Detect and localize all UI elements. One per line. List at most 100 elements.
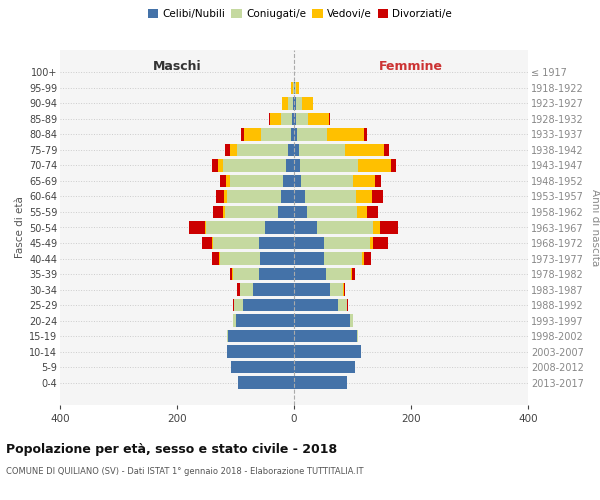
Bar: [281, 190, 294, 203]
Bar: [219, 252, 220, 265]
Bar: [283, 174, 294, 188]
Bar: [294, 252, 325, 265]
Bar: [373, 221, 380, 234]
Bar: [230, 144, 236, 156]
Bar: [375, 174, 380, 188]
Bar: [362, 252, 364, 265]
Bar: [356, 206, 367, 218]
Bar: [233, 314, 235, 327]
Bar: [282, 97, 288, 110]
Bar: [383, 144, 389, 156]
Bar: [226, 174, 230, 188]
Bar: [259, 268, 294, 280]
Bar: [294, 283, 330, 296]
Bar: [294, 330, 357, 342]
Bar: [294, 345, 361, 358]
Bar: [224, 190, 227, 203]
Bar: [206, 221, 265, 234]
Bar: [391, 159, 397, 172]
Bar: [373, 236, 388, 250]
Bar: [328, 128, 364, 141]
Bar: [307, 206, 356, 218]
Bar: [294, 82, 295, 94]
Bar: [367, 206, 377, 218]
Bar: [295, 82, 296, 94]
Bar: [227, 345, 294, 358]
Bar: [270, 112, 281, 126]
Bar: [215, 190, 224, 203]
Bar: [212, 159, 218, 172]
Bar: [238, 376, 294, 389]
Bar: [235, 298, 242, 312]
Bar: [294, 112, 296, 126]
Bar: [244, 128, 260, 141]
Bar: [260, 128, 291, 141]
Bar: [231, 360, 294, 374]
Bar: [352, 268, 355, 280]
Text: COMUNE DI QUILIANO (SV) - Dati ISTAT 1° gennaio 2018 - Elaborazione TUTTITALIA.I: COMUNE DI QUILIANO (SV) - Dati ISTAT 1° …: [6, 468, 364, 476]
Bar: [212, 206, 223, 218]
Bar: [364, 252, 371, 265]
Bar: [288, 97, 293, 110]
Bar: [265, 221, 294, 234]
Bar: [296, 97, 302, 110]
Bar: [294, 376, 347, 389]
Bar: [350, 314, 353, 327]
Bar: [253, 283, 294, 296]
Bar: [223, 206, 225, 218]
Bar: [308, 112, 329, 126]
Bar: [294, 128, 297, 141]
Bar: [236, 283, 239, 296]
Bar: [358, 159, 391, 172]
Bar: [294, 268, 326, 280]
Bar: [294, 206, 307, 218]
Bar: [373, 190, 383, 203]
Bar: [294, 236, 325, 250]
Bar: [212, 252, 219, 265]
Bar: [326, 268, 351, 280]
Bar: [301, 174, 353, 188]
Bar: [223, 159, 286, 172]
Bar: [260, 252, 294, 265]
Y-axis label: Fasce di età: Fasce di età: [14, 196, 25, 258]
Bar: [294, 221, 317, 234]
Bar: [291, 82, 293, 94]
Bar: [235, 314, 294, 327]
Bar: [380, 221, 398, 234]
Bar: [225, 144, 230, 156]
Bar: [278, 206, 294, 218]
Bar: [299, 144, 346, 156]
Bar: [281, 112, 292, 126]
Bar: [240, 283, 253, 296]
Bar: [353, 174, 375, 188]
Bar: [220, 174, 226, 188]
Bar: [291, 128, 294, 141]
Bar: [294, 360, 355, 374]
Bar: [300, 159, 358, 172]
Bar: [302, 97, 313, 110]
Text: Maschi: Maschi: [152, 60, 202, 73]
Bar: [230, 174, 283, 188]
Bar: [294, 298, 338, 312]
Bar: [294, 314, 350, 327]
Bar: [233, 298, 234, 312]
Bar: [347, 298, 349, 312]
Bar: [296, 112, 308, 126]
Bar: [356, 190, 373, 203]
Bar: [344, 283, 346, 296]
Bar: [294, 97, 296, 110]
Bar: [213, 236, 259, 250]
Bar: [189, 221, 205, 234]
Bar: [233, 268, 259, 280]
Bar: [241, 128, 244, 141]
Bar: [286, 159, 294, 172]
Bar: [269, 112, 270, 126]
Bar: [227, 190, 281, 203]
Bar: [205, 221, 206, 234]
Bar: [294, 159, 300, 172]
Bar: [364, 128, 367, 141]
Bar: [293, 82, 294, 94]
Bar: [297, 128, 328, 141]
Bar: [357, 330, 358, 342]
Bar: [225, 206, 278, 218]
